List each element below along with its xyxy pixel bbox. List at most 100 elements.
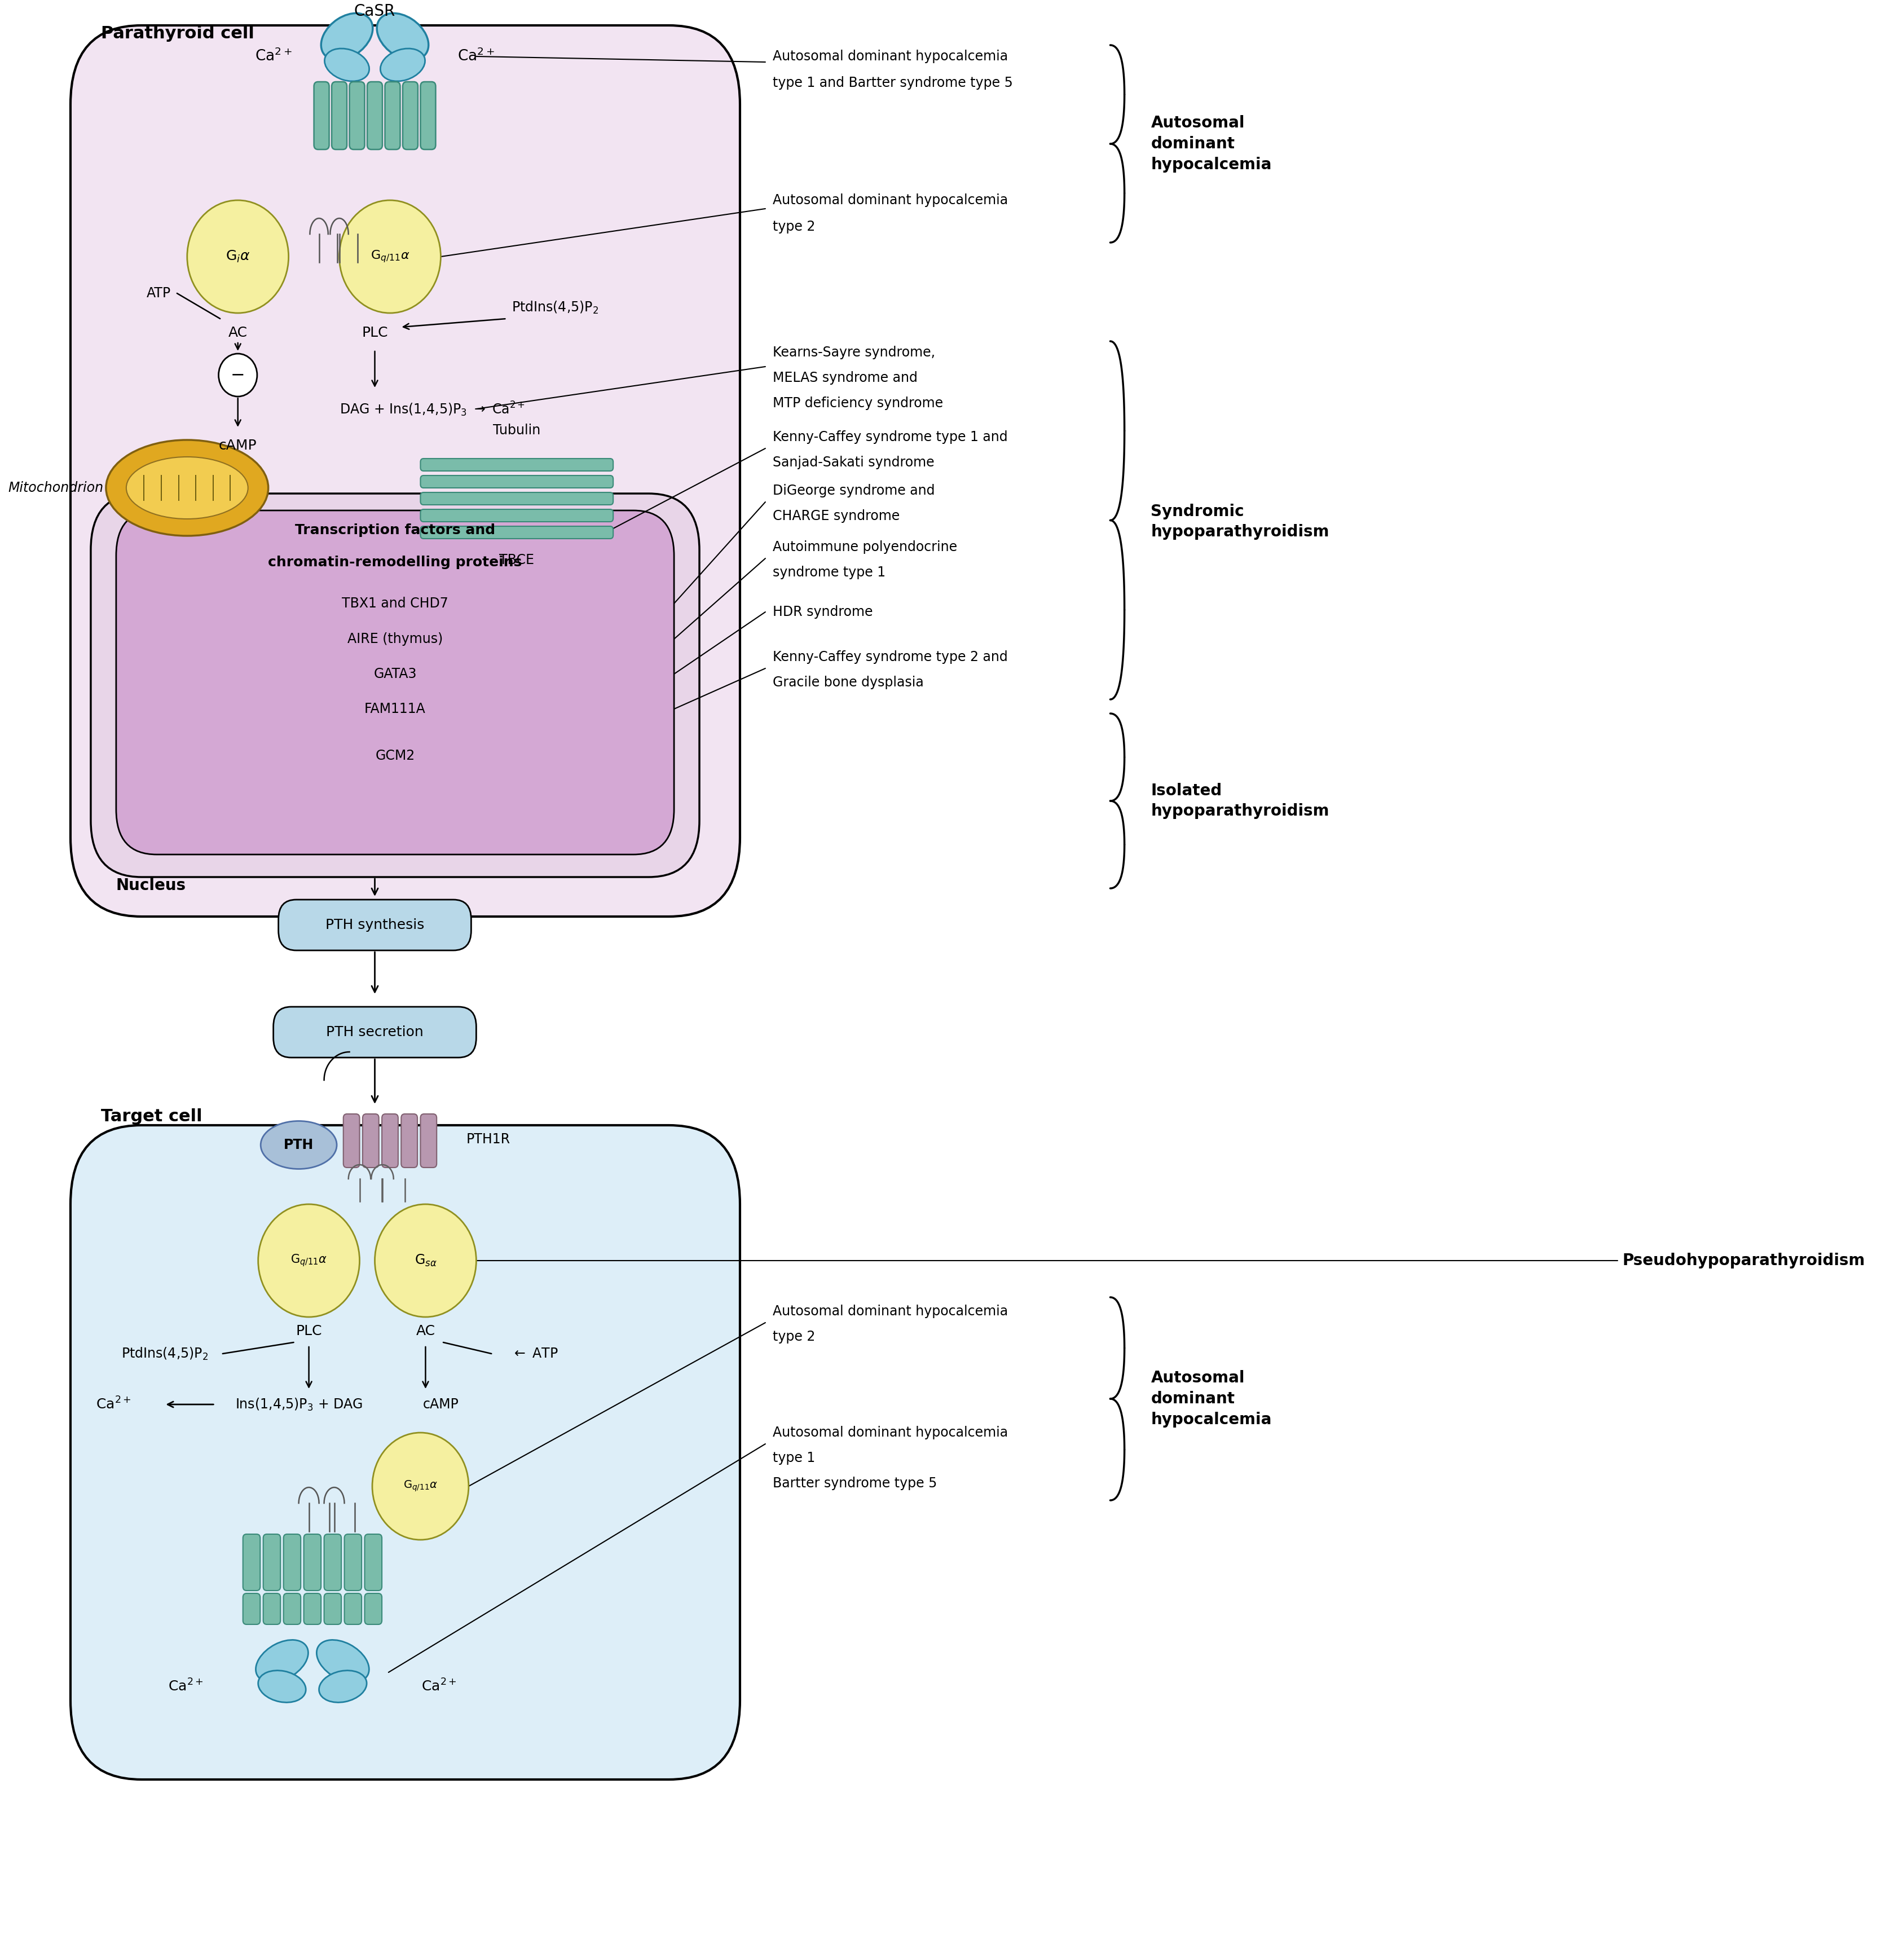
Text: Parathyroid cell: Parathyroid cell [102,25,254,41]
Text: G$_{q/11}\alpha$: G$_{q/11}\alpha$ [371,249,410,265]
Text: Isolated
hypoparathyroidism: Isolated hypoparathyroidism [1151,782,1330,819]
Text: cAMP: cAMP [218,439,258,453]
FancyBboxPatch shape [70,25,739,917]
Text: chromatin-remodelling proteins: chromatin-remodelling proteins [269,555,523,568]
FancyBboxPatch shape [382,1113,399,1168]
FancyBboxPatch shape [90,494,700,876]
Text: MTP deficiency syndrome: MTP deficiency syndrome [773,396,944,410]
FancyBboxPatch shape [273,1007,476,1058]
FancyBboxPatch shape [365,1593,382,1625]
Text: PTH1R: PTH1R [466,1133,510,1147]
Ellipse shape [316,1641,369,1682]
Text: DiGeorge syndrome and: DiGeorge syndrome and [773,484,935,498]
FancyBboxPatch shape [305,1593,322,1625]
Text: MELAS syndrome and: MELAS syndrome and [773,370,918,384]
Text: type 2: type 2 [773,1331,816,1343]
Text: Bartter syndrome type 5: Bartter syndrome type 5 [773,1476,937,1490]
Text: PTH secretion: PTH secretion [325,1025,423,1039]
Text: G$_i\alpha$: G$_i\alpha$ [226,249,250,265]
Circle shape [218,353,258,396]
Text: Autosomal
dominant
hypocalcemia: Autosomal dominant hypocalcemia [1151,1370,1272,1427]
Ellipse shape [376,14,429,61]
FancyBboxPatch shape [284,1593,301,1625]
Text: AC: AC [416,1325,435,1339]
Ellipse shape [105,439,269,535]
Text: TBX1 and CHD7: TBX1 and CHD7 [342,596,448,610]
FancyBboxPatch shape [324,1535,340,1592]
Text: type 1: type 1 [773,1450,814,1464]
Text: Autosomal dominant hypocalcemia: Autosomal dominant hypocalcemia [773,1425,1008,1439]
Text: Autosomal dominant hypocalcemia: Autosomal dominant hypocalcemia [773,49,1008,63]
Circle shape [339,200,440,314]
Ellipse shape [258,1670,307,1703]
Circle shape [372,1433,468,1541]
Text: CaSR: CaSR [354,4,395,20]
Ellipse shape [126,457,248,519]
Text: HDR syndrome: HDR syndrome [773,606,873,619]
Text: G$_{s\alpha}$: G$_{s\alpha}$ [414,1252,436,1268]
FancyBboxPatch shape [403,82,418,149]
Text: AC: AC [228,325,248,339]
Text: Target cell: Target cell [102,1109,203,1125]
Text: Gracile bone dysplasia: Gracile bone dysplasia [773,676,924,690]
Text: Sanjad-Sakati syndrome: Sanjad-Sakati syndrome [773,457,935,468]
Text: TBCE: TBCE [498,553,534,566]
Text: ATP: ATP [147,286,171,300]
FancyBboxPatch shape [421,492,613,506]
FancyBboxPatch shape [421,82,436,149]
FancyBboxPatch shape [263,1593,280,1625]
Text: Ca$^{2+}$: Ca$^{2+}$ [96,1397,132,1411]
FancyBboxPatch shape [367,82,382,149]
Text: GCM2: GCM2 [376,749,416,762]
Text: $\leftarrow$ ATP: $\leftarrow$ ATP [512,1347,559,1360]
Text: Kearns-Sayre syndrome,: Kearns-Sayre syndrome, [773,345,935,359]
Text: Ca$^{2+}$: Ca$^{2+}$ [167,1680,203,1693]
Text: G$_{q/11}\alpha$: G$_{q/11}\alpha$ [403,1480,438,1494]
FancyBboxPatch shape [363,1113,378,1168]
Text: Mitochondrion: Mitochondrion [8,480,103,494]
Text: type 1 and Bartter syndrome type 5: type 1 and Bartter syndrome type 5 [773,76,1014,90]
FancyBboxPatch shape [324,1593,340,1625]
Text: Ca$^{2+}$: Ca$^{2+}$ [457,49,495,65]
Text: Autosomal dominant hypocalcemia: Autosomal dominant hypocalcemia [773,194,1008,208]
Text: PLC: PLC [295,1325,322,1339]
Text: FAM111A: FAM111A [365,702,425,715]
Text: DAG + Ins(1,4,5)P$_3$ $\rightarrow$ Ca$^{2+}$: DAG + Ins(1,4,5)P$_3$ $\rightarrow$ Ca$^… [339,400,525,417]
FancyBboxPatch shape [344,1593,361,1625]
FancyBboxPatch shape [344,1113,359,1168]
Text: AIRE (thymus): AIRE (thymus) [348,633,442,645]
Text: PtdIns(4,5)P$_2$: PtdIns(4,5)P$_2$ [512,300,598,316]
Text: Pseudohypoparathyroidism: Pseudohypoparathyroidism [1623,1252,1866,1268]
FancyBboxPatch shape [421,476,613,488]
FancyBboxPatch shape [386,82,401,149]
Ellipse shape [256,1641,308,1682]
Text: PTH: PTH [284,1139,314,1152]
Text: Tubulin: Tubulin [493,423,540,437]
Text: Ins(1,4,5)P$_3$ + DAG: Ins(1,4,5)P$_3$ + DAG [235,1397,363,1411]
Ellipse shape [261,1121,337,1168]
Ellipse shape [325,49,369,80]
Text: Autoimmune polyendocrine: Autoimmune polyendocrine [773,541,957,555]
Text: Nucleus: Nucleus [117,878,186,894]
FancyBboxPatch shape [305,1535,322,1592]
FancyBboxPatch shape [278,900,470,951]
FancyBboxPatch shape [350,82,365,149]
FancyBboxPatch shape [314,82,329,149]
Text: Ca$^{2+}$: Ca$^{2+}$ [421,1680,457,1693]
Text: cAMP: cAMP [423,1397,459,1411]
Text: Autosomal dominant hypocalcemia: Autosomal dominant hypocalcemia [773,1305,1008,1319]
Circle shape [374,1203,476,1317]
Text: G$_{q/11}\alpha$: G$_{q/11}\alpha$ [290,1252,327,1268]
FancyBboxPatch shape [243,1535,260,1592]
Text: Syndromic
hypoparathyroidism: Syndromic hypoparathyroidism [1151,504,1330,541]
Ellipse shape [380,49,425,80]
FancyBboxPatch shape [70,1125,739,1780]
Ellipse shape [320,1670,367,1703]
FancyBboxPatch shape [421,459,613,470]
FancyBboxPatch shape [421,525,613,539]
FancyBboxPatch shape [331,82,346,149]
FancyBboxPatch shape [421,510,613,521]
FancyBboxPatch shape [284,1535,301,1592]
FancyBboxPatch shape [365,1535,382,1592]
Text: PtdIns(4,5)P$_2$: PtdIns(4,5)P$_2$ [120,1347,209,1362]
